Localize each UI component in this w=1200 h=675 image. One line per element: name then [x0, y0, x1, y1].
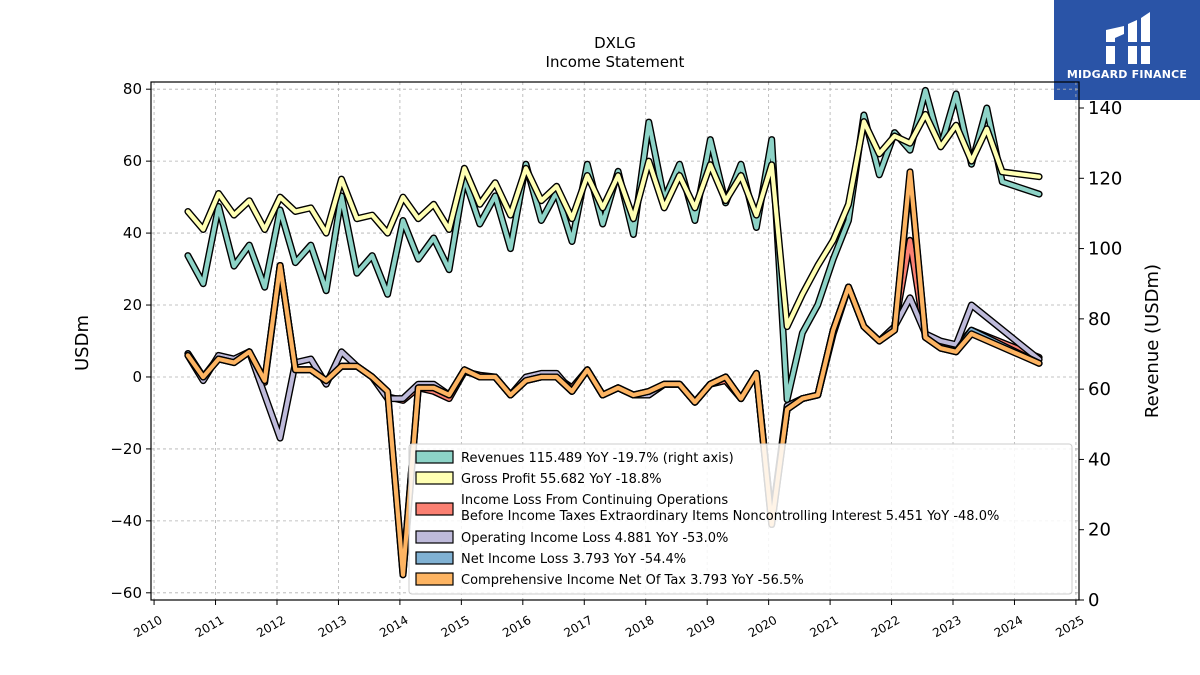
legend: Revenues 115.489 YoY -19.7% (right axis)… [408, 443, 1073, 595]
legend-swatch-gross-profit [415, 471, 454, 485]
y-right-tick-label: 40 [1088, 449, 1111, 470]
y-tick-label: 20 [123, 296, 142, 314]
x-tick-label: 2015 [439, 613, 472, 640]
x-axis: 2010 2011 2012 2013 2014 2015 2016 2017 2018 2019… [131, 600, 1087, 640]
plot-frame [150, 81, 1080, 601]
y-axis-label-right: Revenue (USDm) [1142, 264, 1163, 418]
series-line-1 [185, 112, 1042, 329]
y-tick-label: 60 [123, 152, 142, 170]
legend-label-pretax-income-line1: Income Loss From Continuing Operations [461, 493, 728, 508]
y-tick-label: −20 [110, 440, 142, 458]
legend-swatch-pretax-income [415, 502, 454, 516]
legend-label-gross-profit: Gross Profit 55.682 YoY -18.8% [461, 472, 662, 487]
x-tick-label: 2025 [1053, 613, 1086, 640]
y-axis-left: −60 −40 −20 0 20 40 60 80 [110, 80, 151, 602]
series-line-5 [185, 169, 1042, 577]
y-right-tick-label: 120 [1088, 168, 1122, 189]
legend-label-comprehensive-income: Comprehensive Income Net Of Tax 3.793 Yo… [461, 573, 804, 588]
x-tick-label: 2012 [254, 613, 287, 640]
legend-label-pretax-income-line2: Before Income Taxes Extraordinary Items … [461, 509, 999, 524]
legend-swatch-revenues [415, 450, 454, 464]
y-tick-label: 0 [132, 368, 142, 386]
x-tick-label: 2014 [377, 613, 410, 640]
y-right-tick-label: 0 [1088, 590, 1099, 611]
series-lines [184, 86, 1043, 579]
y-right-tick-label: 140 [1088, 98, 1122, 119]
x-tick-label: 2011 [193, 613, 226, 640]
brand-logo: MIDGARD FINANCE [1054, 0, 1200, 100]
y-tick-label: 80 [123, 80, 142, 98]
x-tick-label: 2013 [316, 613, 349, 640]
y-axis-label-left: USDm [72, 315, 93, 371]
x-tick-label: 2023 [930, 613, 963, 640]
series-line-0 [185, 88, 1042, 402]
x-tick-label: 2018 [623, 613, 656, 640]
x-tick-label: 2020 [746, 613, 779, 640]
legend-label-operating-income: Operating Income Loss 4.881 YoY -53.0% [461, 531, 728, 546]
y-tick-label: −40 [110, 512, 142, 530]
y-tick-label: −60 [110, 584, 142, 602]
legend-swatch-operating-income [415, 530, 454, 544]
chart-title: DXLG [594, 34, 636, 52]
x-tick-label: 2010 [131, 613, 164, 640]
legend-swatch-comprehensive-income [415, 572, 454, 586]
x-tick-label: 2017 [562, 613, 595, 640]
brand-mark-icon [1106, 12, 1150, 64]
y-right-tick-label: 80 [1088, 309, 1111, 330]
x-tick-label: 2019 [684, 613, 717, 640]
brand-name: MIDGARD FINANCE [1066, 68, 1188, 81]
legend-label-revenues: Revenues 115.489 YoY -19.7% (right axis) [461, 451, 734, 466]
x-tick-label: 2021 [807, 613, 840, 640]
legend-label-net-income: Net Income Loss 3.793 YoY -54.4% [461, 552, 686, 567]
y-axis-right: 0 20 40 60 80 100 120 140 [1079, 98, 1122, 611]
legend-box [408, 443, 1073, 595]
y-tick-label: 40 [123, 224, 142, 242]
x-tick-label: 2024 [992, 613, 1025, 640]
y-right-tick-label: 20 [1088, 520, 1111, 541]
y-right-tick-label: 100 [1088, 239, 1122, 260]
x-tick-label: 2016 [500, 613, 533, 640]
legend-swatch-net-income [415, 551, 454, 565]
chart-subtitle: Income Statement [546, 53, 685, 71]
y-right-tick-label: 60 [1088, 379, 1111, 400]
x-tick-label: 2022 [869, 613, 902, 640]
